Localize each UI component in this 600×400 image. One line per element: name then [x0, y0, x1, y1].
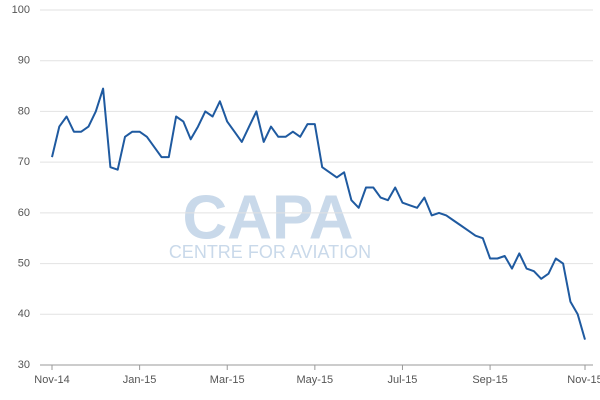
y-tick-label: 80	[18, 105, 30, 117]
y-tick-label: 50	[18, 257, 30, 269]
x-tick-label: Jan-15	[123, 374, 157, 386]
y-tick-label: 40	[18, 308, 30, 320]
x-tick-label: Nov-15	[567, 374, 600, 386]
y-tick-label: 100	[12, 4, 30, 16]
watermark-title: CAPA	[182, 183, 353, 252]
y-tick-label: 60	[18, 207, 30, 219]
y-tick-label: 30	[18, 359, 30, 371]
data-line	[51, 87, 586, 340]
x-tick-label: Sep-15	[472, 374, 507, 386]
y-tick-label: 70	[18, 156, 30, 168]
x-tick-label: Jul-15	[387, 374, 417, 386]
x-tick-label: Nov-14	[34, 374, 69, 386]
x-tick-label: May-15	[297, 374, 334, 386]
x-tick-label: Mar-15	[210, 374, 245, 386]
y-tick-label: 90	[18, 55, 30, 67]
watermark-subtitle: CENTRE FOR AVIATION	[169, 242, 371, 262]
